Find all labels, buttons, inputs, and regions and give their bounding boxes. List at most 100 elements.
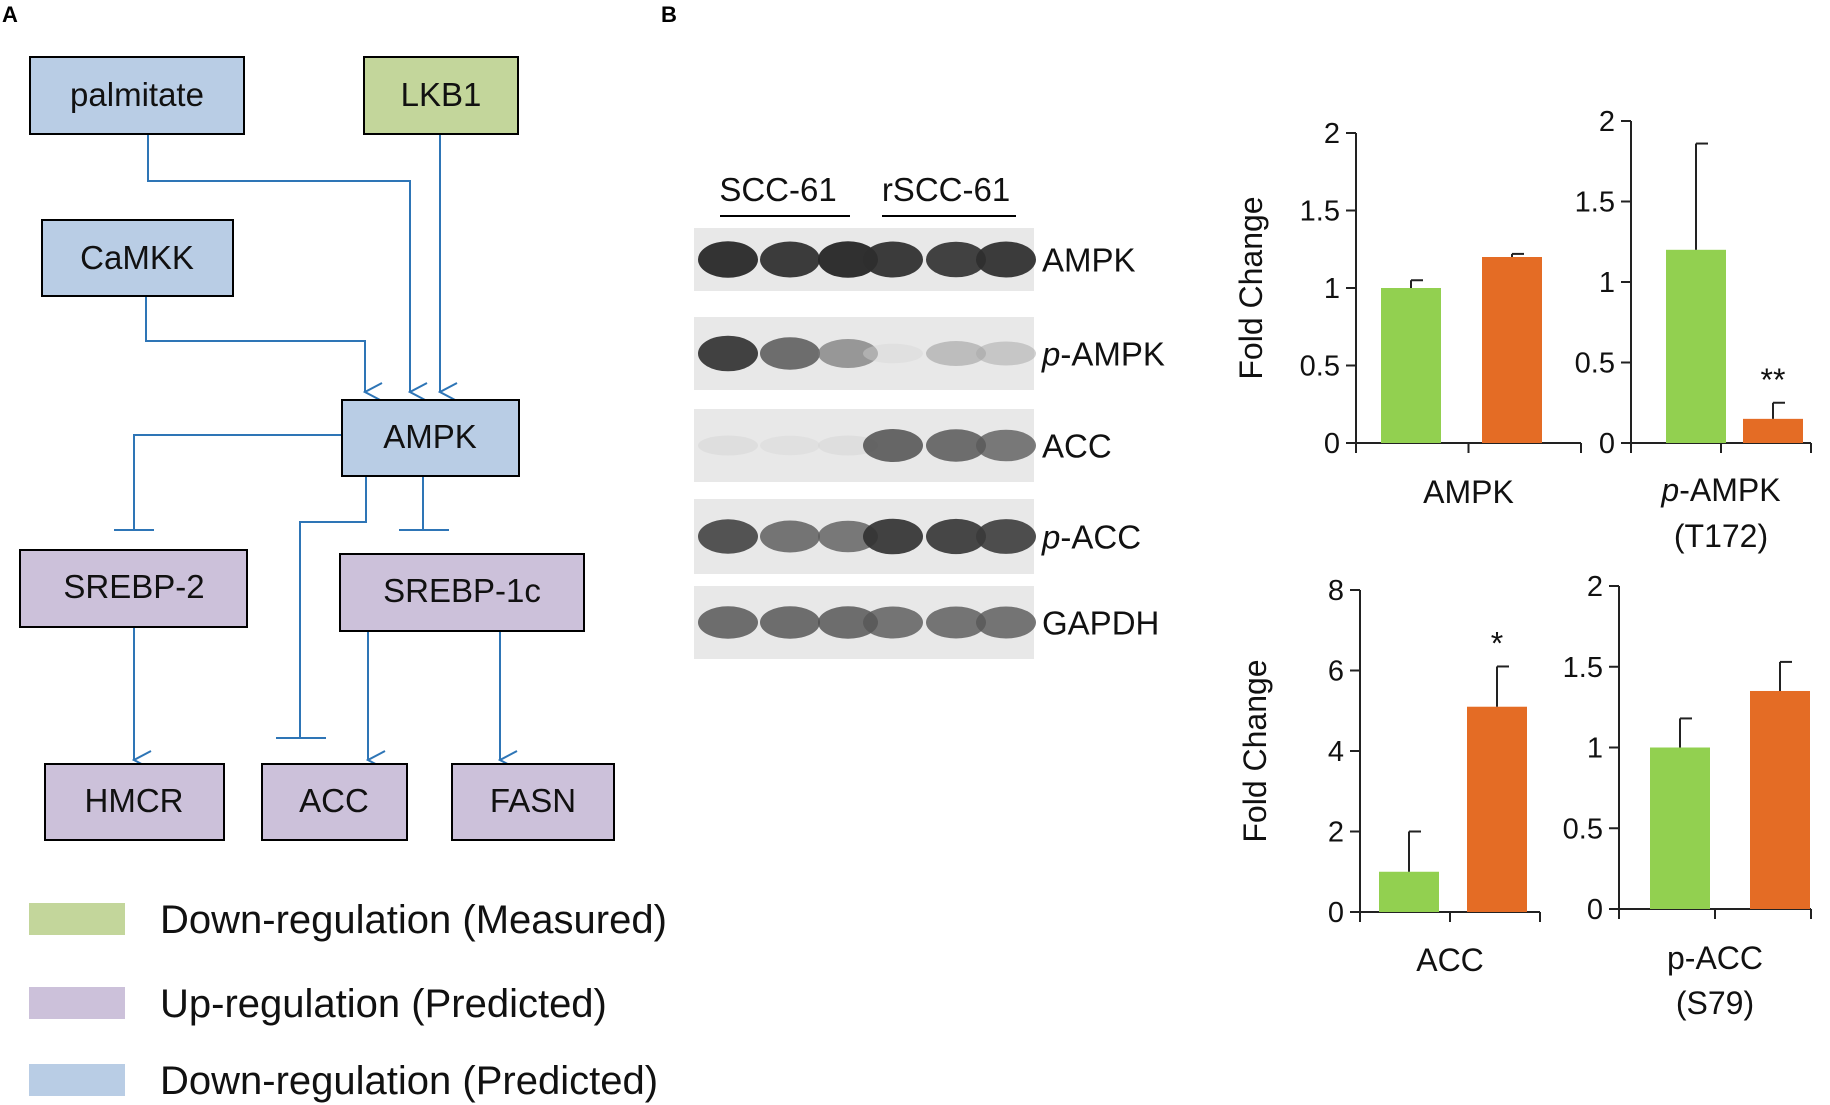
x-axis-label-text: p-ACC [1667,940,1763,976]
blot-row-label-text: ACC [1042,428,1112,465]
y-tick-label: 1.5 [1575,187,1615,219]
edge-camkk-ampk [145,296,365,392]
node-srebp1c: SREBP-1c [339,553,585,632]
x-axis-label: (S79) [1676,985,1754,1021]
blot-row-label: p-ACC [1041,519,1141,556]
blot-row: AMPK [694,228,1136,291]
x-axis-label: p-ACC [1667,940,1763,976]
blot-band [976,519,1036,554]
node-acc: ACC [261,763,408,841]
blot-row-label-text: -ACC [1060,519,1141,556]
x-axis-label: (T172) [1674,518,1768,554]
blot-band [818,339,878,368]
bar-scc61 [1666,249,1726,443]
node-acc-label: ACC [299,782,369,819]
blot-row-label-prefix: p [1041,519,1060,556]
bar-chart: 0 2 4 6 8 * Fold Change ACC [1237,575,1541,978]
blot-band [760,337,820,370]
y-tick-label: 1 [1324,273,1340,305]
node-palmitate: palmitate [29,56,245,135]
blot-band [926,341,986,366]
network-edges [114,134,500,760]
bar-chart: 0 0.5 1 1.5 2 Fold Change AMPK [1233,118,1582,510]
y-tick-label: 8 [1328,575,1344,607]
legend: Down-regulation (Measured) Up-regulation… [29,898,667,1103]
blot-row: ACC [694,409,1112,482]
y-tick-label: 1 [1599,267,1615,299]
edge-ampk-acc-inhibit [299,460,367,738]
y-tick-label: 2 [1328,817,1344,849]
node-ampk-label: AMPK [383,418,477,455]
blot-row-label: AMPK [1042,242,1136,279]
legend-label-up-predicted: Up-regulation (Predicted) [160,982,607,1026]
y-tick-label: 0 [1599,428,1615,460]
y-tick-label: 0.5 [1575,348,1615,380]
y-tick-label: 1.5 [1300,196,1340,228]
blot-band [818,435,878,456]
node-srebp2-label: SREBP-2 [63,568,204,605]
y-tick-label: 2 [1324,118,1340,150]
blot-band [863,518,923,555]
y-tick-label: 0 [1324,428,1340,460]
network-diagram: palmitate LKB1 CaMKK AMPK SREBP-2 SREBP-… [19,56,667,1103]
x-axis-label-text: -AMPK [1679,472,1780,508]
legend-item-down-predicted: Down-regulation (Predicted) [29,1059,658,1103]
x-axis-label-prefix: p [1660,472,1679,508]
bar-chart: 0 0.5 1 1.5 2 p-ACC (S79) [1563,571,1812,1021]
blot-row-label-text: AMPK [1042,242,1136,279]
blot-band [698,606,758,639]
blot-group-rscc61: rSCC-61 [882,171,1010,208]
blot-row-label-text: -AMPK [1060,336,1165,373]
significance-marker: * [1491,625,1503,661]
blot-band [760,520,820,553]
node-hmcr: HMCR [44,763,225,841]
y-tick-label: 0.5 [1300,351,1340,383]
blot-band [760,435,820,456]
blot-band [926,429,986,462]
blot-band [760,606,820,639]
bar-charts: 0 0.5 1 1.5 2 Fold Change AMPK 0 0.5 1 1.5 2 ** p-AMP… [1233,106,1812,1021]
bar-rscc61 [1467,706,1527,912]
blot-band [976,241,1036,278]
blot-row-label: ACC [1042,428,1112,465]
blot-band [926,518,986,555]
blot-row: p-ACC [694,499,1141,574]
y-tick-label: 0 [1587,894,1603,926]
bar-chart: 0 0.5 1 1.5 2 ** p-AMPK (T172) [1575,106,1812,554]
node-fasn: FASN [451,763,615,841]
node-palmitate-label: palmitate [70,76,204,113]
blot-band [976,606,1036,639]
bar-scc61 [1650,747,1710,909]
blot-row: p-AMPK [694,317,1165,390]
y-tick-label: 4 [1328,736,1344,768]
blot-band [818,606,878,639]
node-lkb1: LKB1 [363,56,519,135]
x-axis-label-text: ACC [1416,942,1484,978]
y-tick-label: 1.5 [1563,652,1603,684]
bar-scc61 [1379,871,1439,912]
x-axis-label: AMPK [1423,474,1514,510]
blot-group-scc61: SCC-61 [719,171,836,208]
blot-row: GAPDH [694,586,1159,659]
blot-row-label-prefix: p [1041,336,1060,373]
bar-scc61 [1381,288,1441,443]
bar-rscc61 [1743,418,1803,443]
y-tick-label: 0.5 [1563,813,1603,845]
y-tick-label: 2 [1587,571,1603,603]
blot-band [760,241,820,278]
node-camkk: CaMKK [41,219,234,297]
node-camkk-label: CaMKK [80,239,194,276]
y-axis-label: Fold Change [1233,196,1269,379]
legend-item-up-predicted: Up-regulation (Predicted) [29,982,607,1026]
blot-band [818,520,878,553]
x-axis-label-text: (S79) [1676,985,1754,1021]
node-ampk: AMPK [341,399,520,477]
blot-band [863,606,923,639]
blot-band [698,435,758,456]
x-axis-label: p-AMPK [1660,472,1780,508]
node-srebp1c-label: SREBP-1c [383,572,541,609]
significance-marker: ** [1761,362,1786,398]
